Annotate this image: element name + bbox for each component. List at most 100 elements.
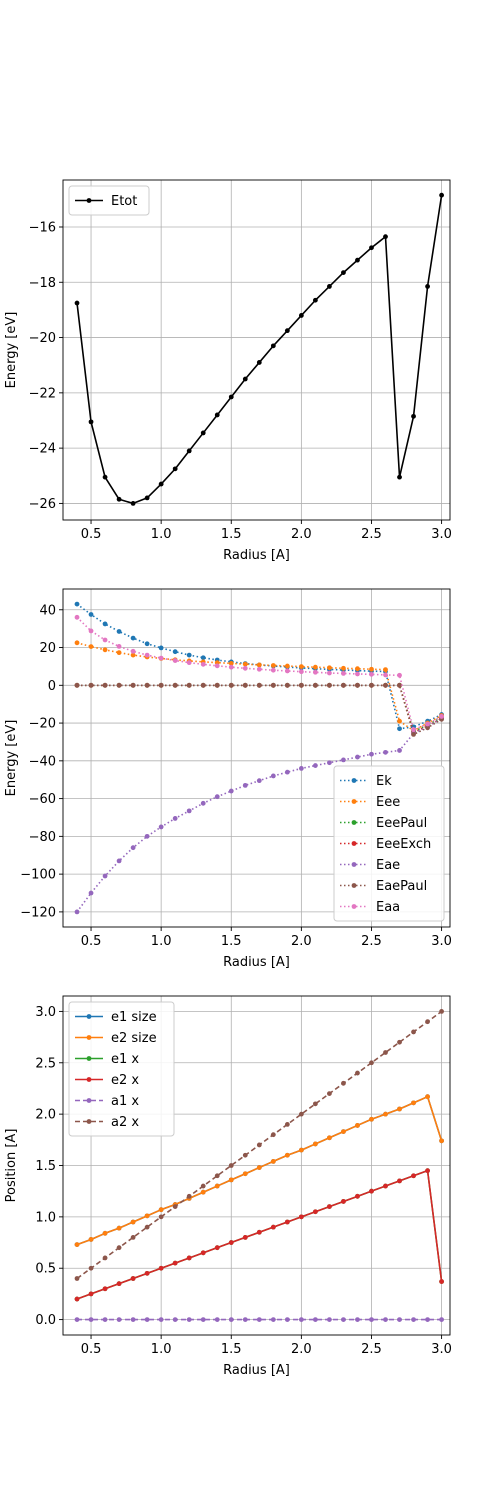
data-point <box>200 1183 206 1189</box>
series-eaa <box>74 614 444 733</box>
data-point <box>411 1100 416 1106</box>
data-point <box>383 1183 388 1189</box>
data-point <box>284 663 290 669</box>
data-point <box>383 1050 388 1055</box>
plot-frame <box>62 179 451 521</box>
data-point <box>88 1317 94 1322</box>
data-point <box>284 668 290 674</box>
y-axis-label: Energy [eV] <box>4 312 19 389</box>
data-point <box>298 664 304 670</box>
series-e2-x <box>74 1168 444 1302</box>
data-point <box>88 1265 94 1271</box>
data-point <box>327 1135 332 1141</box>
data-point <box>341 757 346 763</box>
data-point <box>130 845 136 851</box>
data-point <box>200 682 206 688</box>
data-point <box>88 682 94 688</box>
data-point <box>256 1142 262 1148</box>
legend-label: Etot <box>111 194 137 209</box>
data-point <box>130 635 136 641</box>
data-point <box>102 1255 108 1261</box>
data-point <box>200 800 206 806</box>
data-point <box>439 1279 444 1284</box>
data-point <box>369 666 374 672</box>
data-point <box>144 495 150 501</box>
data-point <box>256 360 262 365</box>
data-point <box>74 909 80 915</box>
data-point <box>298 669 304 675</box>
data-point <box>74 1296 80 1302</box>
data-point <box>312 682 318 688</box>
data-point <box>397 1178 402 1184</box>
data-point <box>411 413 416 419</box>
series-line <box>77 684 442 734</box>
legend: Ek Eee EeePaul EeeExch Eae EaePaul Eaa <box>333 765 445 922</box>
data-point <box>116 1225 122 1231</box>
y-tick-label: −20 <box>29 331 56 346</box>
data-point <box>411 732 416 737</box>
data-point <box>397 1317 402 1322</box>
legend-swatch-marker <box>351 799 357 804</box>
data-point <box>270 1317 276 1322</box>
data-point <box>186 652 192 658</box>
data-point <box>186 448 192 454</box>
data-point <box>425 725 430 731</box>
y-axis-label: Energy [eV] <box>4 720 19 797</box>
data-point <box>256 662 262 668</box>
legend-label: Eae <box>376 858 400 873</box>
y-tick-label: −26 <box>29 497 56 512</box>
y-tick-label: −20 <box>29 717 56 732</box>
data-point <box>200 1250 206 1256</box>
data-point <box>88 1237 94 1242</box>
data-point <box>116 858 122 864</box>
data-point <box>144 833 150 839</box>
data-point <box>186 1255 192 1261</box>
data-point <box>256 666 262 672</box>
data-point <box>158 1214 164 1220</box>
legend-swatch-marker <box>86 1077 92 1082</box>
data-point <box>186 660 192 666</box>
data-point <box>411 727 416 733</box>
data-point <box>312 1317 318 1322</box>
data-point <box>130 682 136 688</box>
data-point <box>369 245 374 251</box>
series-eaepaul <box>74 682 444 737</box>
data-point <box>130 648 136 654</box>
data-point <box>383 682 388 688</box>
chart-3: 0.5 1.0 1.5 2.0 2.5 3.0 0.0 0.5 1.0 1.5 2.0 2.5 3.0 R… <box>4 995 452 1378</box>
legend-swatch-marker <box>351 904 357 909</box>
data-point <box>397 1106 402 1112</box>
data-point <box>144 1213 150 1219</box>
data-point <box>214 1245 220 1251</box>
series-line <box>77 684 443 736</box>
y-tick-label: −80 <box>29 830 56 845</box>
legend: Etot <box>68 185 150 216</box>
data-point <box>158 1317 164 1322</box>
data-point <box>369 1060 374 1066</box>
legend-swatch-marker <box>86 198 92 203</box>
data-point <box>284 1219 290 1225</box>
data-point <box>270 1132 276 1138</box>
data-point <box>397 718 402 724</box>
data-point <box>270 663 276 668</box>
data-point <box>158 682 164 688</box>
data-point <box>425 721 430 727</box>
data-point <box>284 769 290 775</box>
legend-swatch-marker <box>351 820 357 825</box>
data-point <box>439 1317 444 1322</box>
data-point <box>116 629 122 634</box>
legend-label: e1 size <box>111 1010 157 1025</box>
y-tick-label: −16 <box>29 220 56 235</box>
data-point <box>172 1260 178 1266</box>
data-point <box>256 1165 262 1170</box>
y-tick-label: −40 <box>29 754 56 769</box>
data-point <box>130 501 136 506</box>
data-point <box>355 257 360 263</box>
data-point <box>102 1286 108 1292</box>
data-point <box>186 808 192 814</box>
data-point <box>298 1317 304 1322</box>
series-line <box>77 684 442 733</box>
data-point <box>270 667 276 673</box>
series-etot <box>74 192 444 506</box>
data-point <box>383 672 388 678</box>
